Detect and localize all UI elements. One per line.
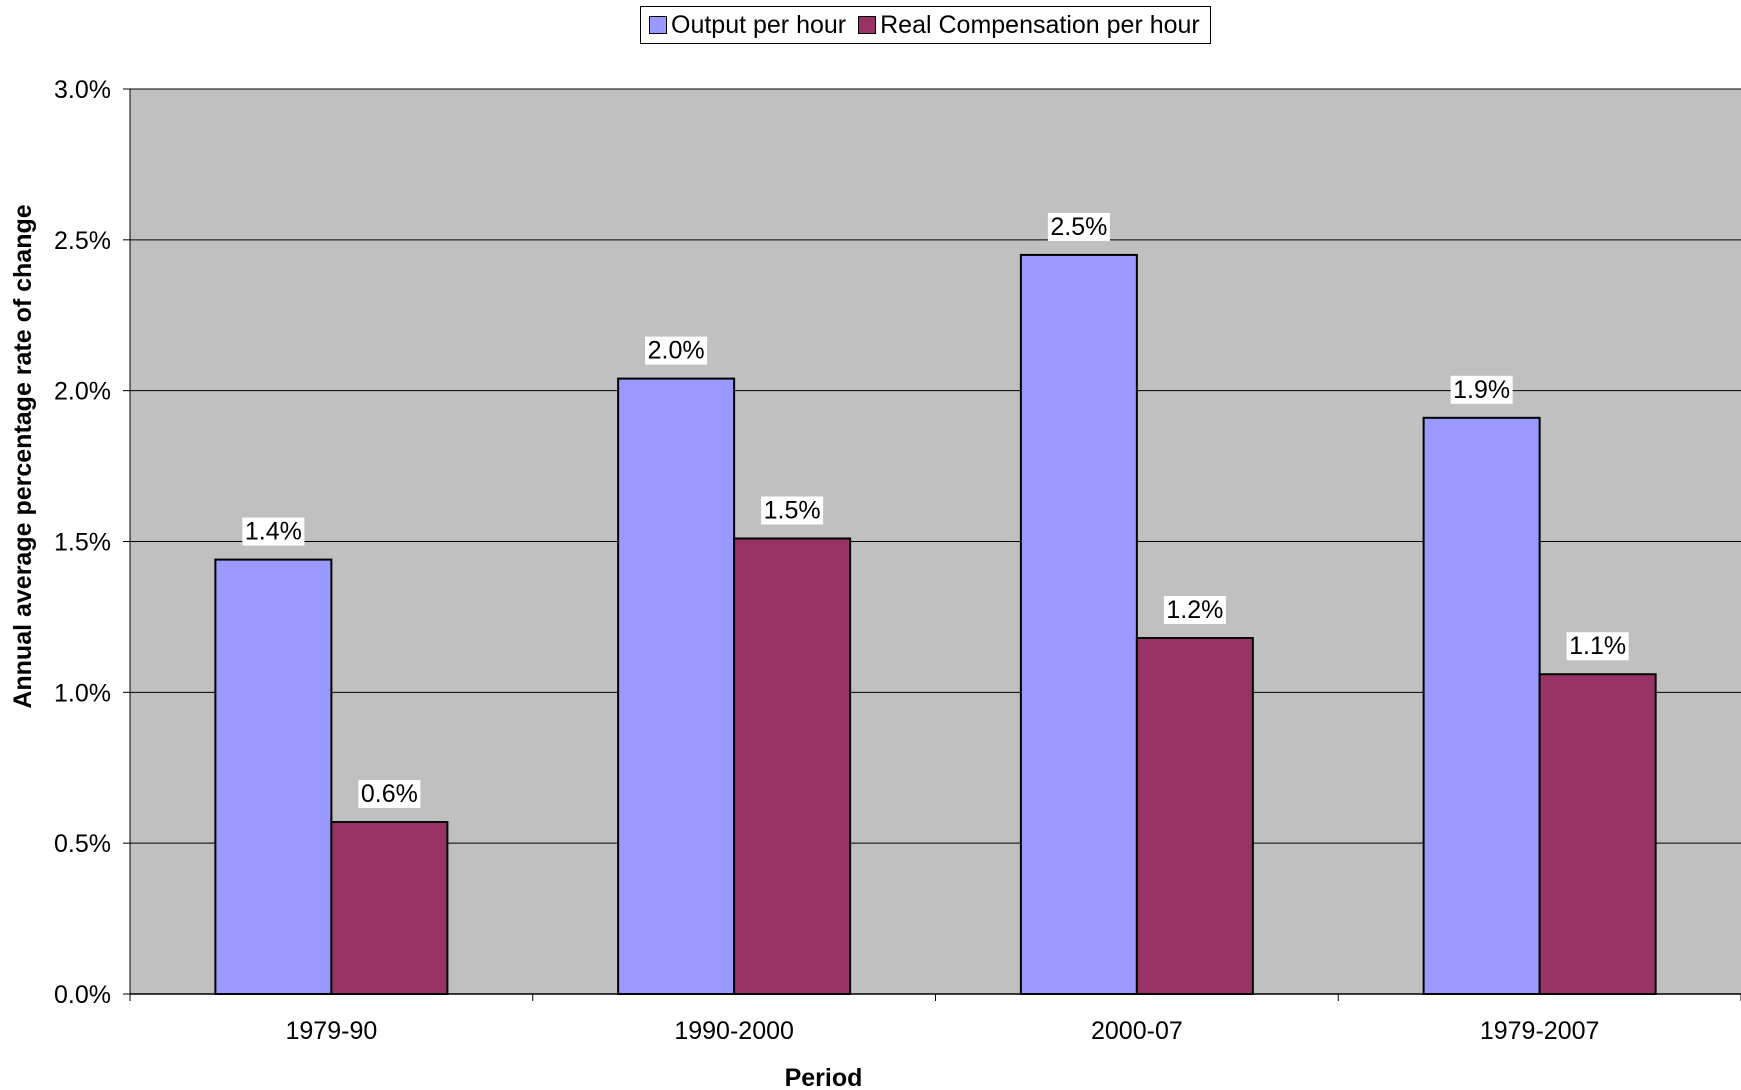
x-tick-label: 2000-07	[1091, 1017, 1183, 1045]
data-label-bg	[358, 780, 421, 809]
x-tick-label: 1990-2000	[674, 1017, 794, 1045]
bar-output	[1422, 416, 1541, 996]
data-label: 1.2%	[1166, 596, 1223, 624]
bar-compensation	[1135, 637, 1254, 995]
data-label-bg	[1566, 632, 1629, 661]
y-tick-label: 0.0%	[54, 981, 111, 1009]
data-label: 1.5%	[764, 496, 821, 524]
bar-compensation	[733, 537, 852, 995]
y-tick-label: 3.0%	[54, 76, 111, 104]
legend-label-output: Output per hour	[671, 10, 847, 39]
data-label-bg	[1163, 596, 1226, 625]
data-label: 1.9%	[1453, 376, 1510, 404]
legend-item-output: Output per hour	[649, 11, 846, 40]
y-axis-title: Annual average percentage rate of change	[9, 204, 37, 708]
legend: Output per hour Real Compensation per ho…	[640, 6, 1211, 44]
legend-item-compensation: Real Compensation per hour	[858, 11, 1200, 40]
data-label-bg	[1450, 375, 1513, 404]
y-tick-label: 2.0%	[54, 378, 111, 406]
bars	[214, 253, 1657, 996]
x-axis-title: Period	[785, 1064, 863, 1090]
data-label: 1.4%	[245, 518, 302, 546]
y-tick-label: 2.5%	[54, 227, 111, 255]
y-tick-label: 1.0%	[54, 679, 111, 707]
x-tick-label: 1979-90	[286, 1017, 378, 1045]
x-axis: 1979-90 1990-2000 2000-07 1979-2007	[129, 993, 1741, 1045]
y-tick-label: 0.5%	[54, 830, 111, 858]
bar-output	[617, 377, 736, 996]
legend-label-compensation: Real Compensation per hour	[880, 10, 1200, 39]
data-labels: 1.4% 0.6% 2.0% 1.5% 2.5% 1.2% 1.9% 1.1%	[242, 212, 1629, 809]
bar-output	[1019, 253, 1138, 995]
data-label: 0.6%	[361, 780, 418, 808]
data-label-bg	[242, 517, 305, 546]
data-label-bg	[645, 336, 708, 365]
bar-output	[214, 558, 333, 995]
x-tick-label: 1979-2007	[1480, 1017, 1600, 1045]
legend-swatch-compensation	[858, 16, 877, 34]
data-label-bg	[1047, 212, 1110, 241]
bar-compensation	[330, 821, 449, 995]
y-axis: 0.0% 0.5% 1.0% 1.5% 2.0% 2.5% 3.0%	[54, 76, 131, 1009]
bar-compensation	[1538, 673, 1657, 995]
data-label-bg	[761, 496, 824, 525]
data-label: 1.1%	[1569, 632, 1626, 660]
y-tick-label: 1.5%	[54, 529, 111, 557]
legend-swatch-output	[649, 16, 667, 34]
data-label: 2.0%	[648, 337, 705, 365]
data-label: 2.5%	[1050, 213, 1107, 241]
